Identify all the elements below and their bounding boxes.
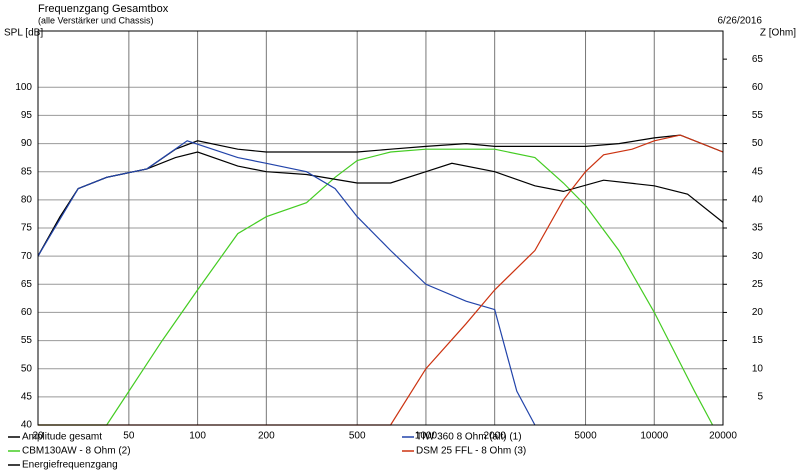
legend-label: Amplitude gesamt	[22, 432, 102, 443]
y2-tick-label: 35	[752, 223, 764, 234]
x-tick-label: 50	[123, 431, 135, 442]
legend-label: TIW 360 8 Ohm (alt) (1)	[416, 432, 522, 443]
y2-tick-label: 60	[752, 82, 764, 93]
y2-tick-label: 5	[757, 391, 763, 402]
x-tick-label: 10000	[640, 431, 668, 442]
x-tick-label: 500	[349, 431, 366, 442]
series-line	[38, 148, 714, 426]
legend-label: DSM 25 FFL - 8 Ohm (3)	[416, 446, 526, 457]
y2-tick-label: 10	[752, 363, 764, 374]
y2-axis-label: Z [Ohm]	[760, 28, 796, 39]
y2-tick-label: 45	[752, 166, 764, 177]
x-tick-label: 5000	[574, 431, 597, 442]
y-tick-label: 90	[21, 138, 33, 149]
y2-tick-label: 40	[752, 194, 764, 205]
y2-tick-label: 30	[752, 251, 764, 262]
x-tick-label: 1000	[415, 431, 438, 442]
y-tick-label: 100	[15, 82, 32, 93]
x-tick-label: 20	[32, 431, 44, 442]
y-tick-label: 55	[21, 335, 33, 346]
y2-tick-label: 65	[752, 54, 764, 65]
x-tick-label: 200	[258, 431, 275, 442]
y2-tick-label: 15	[752, 335, 764, 346]
lines	[37, 134, 724, 426]
y-tick-label: 60	[21, 307, 33, 318]
y-tick-label: 95	[21, 110, 33, 121]
legend-label: CBM130AW - 8 Ohm (2)	[22, 446, 131, 457]
y-tick-label: 45	[21, 391, 33, 402]
grid	[37, 31, 724, 426]
series-line	[37, 140, 536, 426]
y-tick-label: 85	[21, 166, 33, 177]
y-tick-label: 40	[21, 420, 33, 431]
legend-label: Energiefrequenzgang	[22, 460, 118, 471]
y-tick-label: 50	[21, 363, 33, 374]
x-tick-label: 2000	[484, 431, 507, 442]
y-tick-label: 65	[21, 279, 33, 290]
chart-title: Frequenzgang Gesamtbox	[38, 3, 169, 15]
x-tick-label: 20000	[709, 431, 737, 442]
y2-tick-label: 55	[752, 110, 764, 121]
y-axis-label: SPL [dB]	[4, 28, 43, 39]
y-tick-label: 80	[21, 194, 33, 205]
series-line	[38, 134, 724, 426]
x-tick-label: 100	[189, 431, 206, 442]
y2-tick-label: 50	[752, 138, 764, 149]
y-tick-label: 70	[21, 251, 33, 262]
chart-subtitle: (alle Verstärker und Chassis)	[38, 15, 154, 25]
date: 6/26/2016	[718, 16, 763, 27]
y-tick-label: 75	[21, 223, 33, 234]
y2-tick-label: 25	[752, 279, 764, 290]
y2-tick-label: 20	[752, 307, 764, 318]
